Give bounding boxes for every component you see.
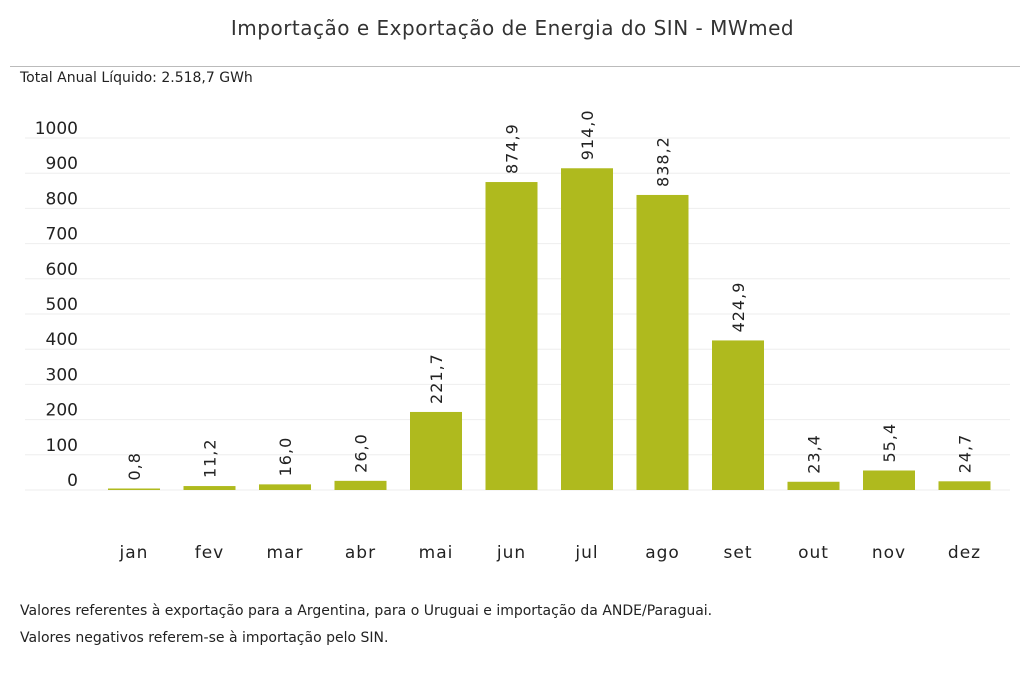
x-tick-label: jan bbox=[119, 543, 149, 563]
y-tick-label: 600 bbox=[46, 260, 78, 280]
data-label: 874,9 bbox=[503, 123, 522, 174]
x-tick-label: ago bbox=[645, 543, 680, 563]
bar bbox=[108, 488, 160, 490]
x-tick-label: dez bbox=[948, 543, 981, 563]
y-tick-label: 700 bbox=[46, 225, 78, 245]
x-tick-label: jul bbox=[574, 543, 598, 563]
data-label: 0,8 bbox=[125, 452, 144, 480]
x-tick-label: nov bbox=[872, 543, 906, 563]
bar bbox=[787, 481, 840, 490]
x-tick-label: out bbox=[798, 543, 829, 563]
y-tick-label: 400 bbox=[46, 330, 78, 350]
bar bbox=[259, 484, 311, 490]
title-divider bbox=[10, 66, 1020, 67]
y-tick-label: 800 bbox=[46, 189, 78, 209]
bar bbox=[334, 480, 387, 490]
data-label: 11,2 bbox=[201, 438, 220, 478]
x-tick-label: abr bbox=[345, 543, 376, 563]
bar bbox=[712, 340, 764, 490]
bar-chart: 0 100 200 300 400 500 600 700 800 900 1000 0,8 jan 11… bbox=[25, 109, 1010, 563]
bar bbox=[561, 168, 613, 490]
data-label: 24,7 bbox=[956, 434, 975, 474]
y-tick-label: 1000 bbox=[35, 119, 78, 139]
data-label: 914,0 bbox=[578, 109, 597, 160]
y-tick-label: 300 bbox=[46, 365, 78, 385]
bar bbox=[636, 194, 689, 490]
bar bbox=[863, 470, 915, 490]
data-label: 16,0 bbox=[276, 437, 295, 477]
data-label: 23,4 bbox=[805, 434, 824, 474]
data-label: 424,9 bbox=[729, 282, 748, 333]
bar bbox=[485, 182, 538, 490]
footnote-export: Valores referentes à exportação para a A… bbox=[20, 603, 713, 619]
y-tick-label: 500 bbox=[46, 295, 78, 315]
bar bbox=[183, 486, 236, 490]
x-tick-label: fev bbox=[195, 543, 225, 563]
y-tick-label: 100 bbox=[46, 436, 78, 456]
chart-title: Importação e Exportação de Energia do SI… bbox=[230, 16, 795, 40]
footnote-negative: Valores negativos referem-se à importaçã… bbox=[20, 630, 389, 646]
x-tick-label: jun bbox=[496, 543, 526, 563]
data-label: 26,0 bbox=[352, 433, 371, 473]
x-tick-label: mai bbox=[419, 543, 454, 563]
data-label: 838,2 bbox=[654, 136, 673, 187]
y-tick-label: 200 bbox=[46, 401, 78, 421]
bar bbox=[410, 411, 462, 490]
bar bbox=[938, 481, 991, 490]
y-tick-label: 900 bbox=[46, 154, 78, 174]
y-tick-label: 0 bbox=[67, 471, 78, 491]
x-tick-label: set bbox=[724, 543, 753, 563]
annual-total: Total Anual Líquido: 2.518,7 GWh bbox=[20, 70, 253, 86]
data-label: 221,7 bbox=[427, 353, 446, 404]
x-tick-label: mar bbox=[267, 543, 304, 563]
data-label: 55,4 bbox=[880, 423, 899, 463]
